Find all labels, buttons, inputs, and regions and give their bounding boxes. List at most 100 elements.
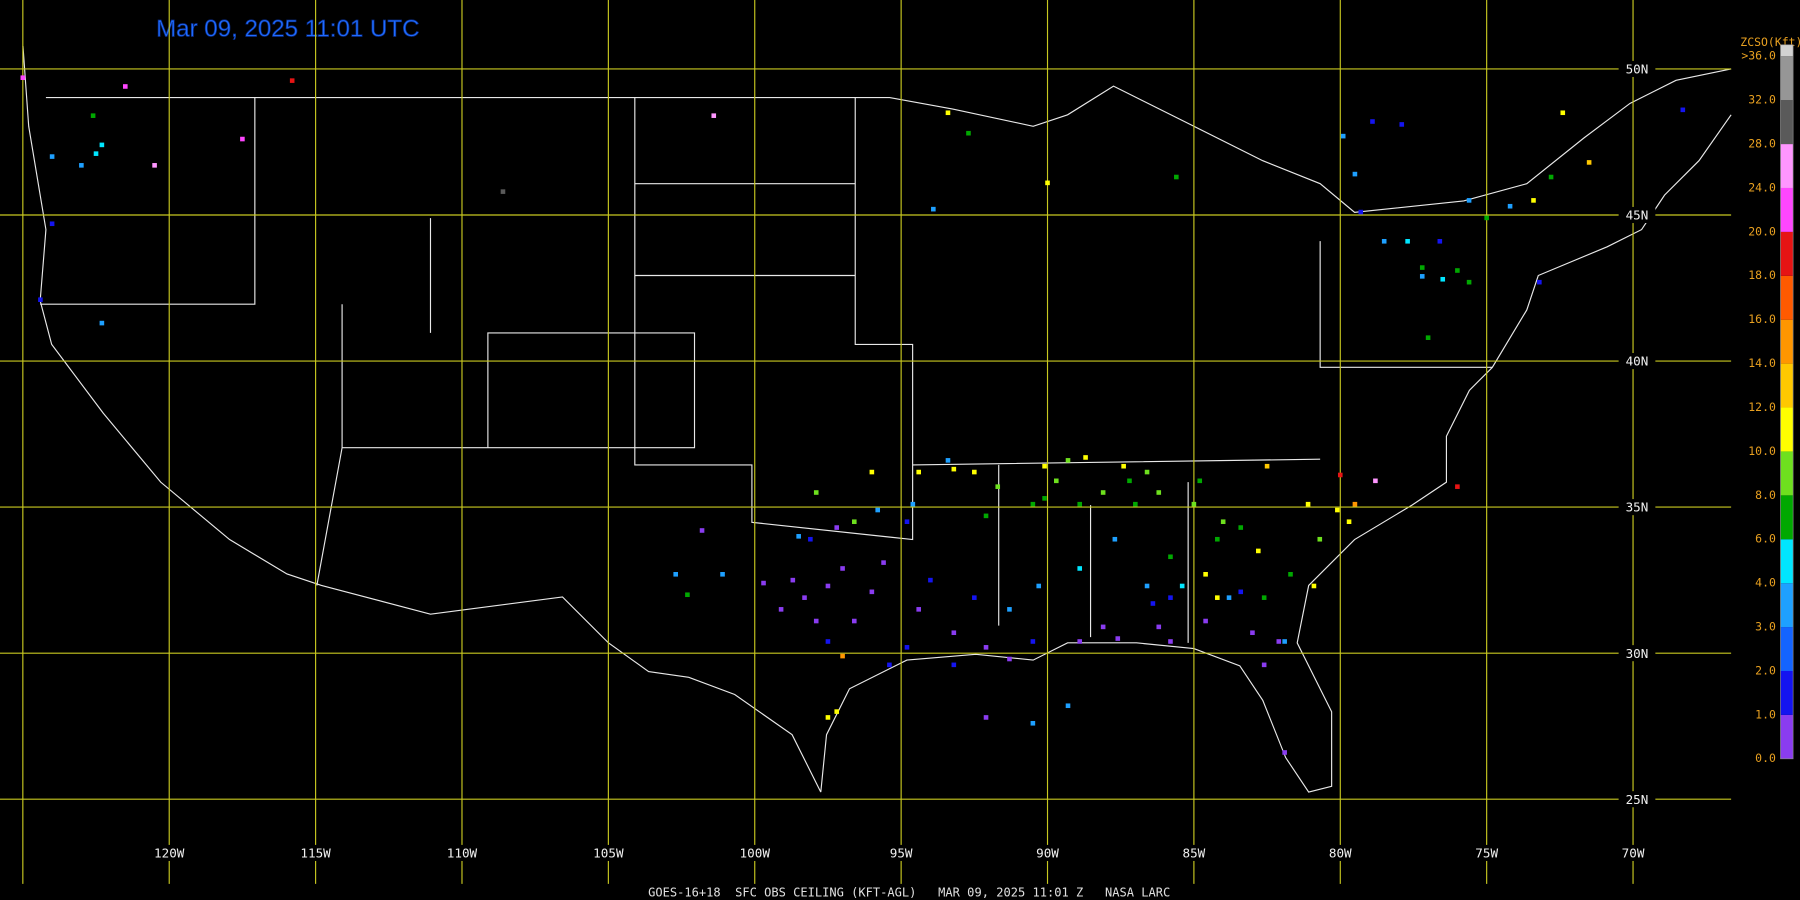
station-obs bbox=[673, 571, 678, 577]
station-obs bbox=[1121, 463, 1126, 469]
station-obs bbox=[1215, 595, 1220, 600]
station-obs bbox=[951, 630, 957, 636]
station-obs bbox=[1226, 595, 1232, 600]
lat-label: 30N bbox=[1626, 646, 1649, 661]
legend-label: 18.0 bbox=[1748, 268, 1776, 282]
station-obs bbox=[904, 519, 910, 525]
station-obs bbox=[1346, 519, 1352, 525]
station-obs bbox=[49, 221, 55, 227]
legend-frame bbox=[1780, 44, 1794, 760]
station-obs bbox=[851, 618, 857, 624]
station-obs bbox=[1042, 463, 1047, 469]
station-obs bbox=[808, 536, 813, 542]
station-obs bbox=[881, 560, 886, 565]
legend-label: 28.0 bbox=[1748, 137, 1776, 151]
station-obs bbox=[825, 583, 831, 589]
station-obs bbox=[1156, 490, 1162, 495]
label-backdrop bbox=[441, 844, 483, 861]
station-obs bbox=[928, 577, 933, 583]
label-backdrop bbox=[1618, 353, 1656, 370]
station-obs bbox=[1399, 122, 1405, 127]
station-obs bbox=[972, 595, 977, 600]
station-obs bbox=[1352, 171, 1358, 177]
station-obs bbox=[289, 78, 295, 83]
station-obs bbox=[1317, 536, 1323, 542]
legend-label: 20.0 bbox=[1748, 224, 1776, 238]
station-obs bbox=[1288, 571, 1293, 577]
station-obs bbox=[1311, 583, 1317, 589]
legend-label: 2.0 bbox=[1755, 663, 1776, 677]
legend-label: 3.0 bbox=[1755, 620, 1776, 634]
station-obs bbox=[1203, 618, 1208, 624]
station-obs bbox=[1305, 501, 1311, 507]
legend-swatch bbox=[1780, 187, 1794, 232]
station-obs bbox=[1036, 583, 1042, 589]
legend-label: 32.0 bbox=[1748, 93, 1776, 107]
station-obs bbox=[1256, 548, 1261, 554]
station-obs bbox=[840, 566, 845, 571]
station-obs bbox=[1168, 639, 1173, 644]
station-obs bbox=[945, 458, 951, 463]
station-obs bbox=[796, 534, 801, 539]
legend-swatch bbox=[1780, 56, 1794, 101]
station-obs bbox=[49, 154, 55, 159]
station-obs bbox=[825, 715, 831, 720]
station-obs bbox=[1215, 536, 1220, 542]
station-obs bbox=[931, 206, 936, 212]
station-obs bbox=[813, 490, 819, 495]
station-obs bbox=[1425, 335, 1431, 340]
legend-swatch bbox=[1780, 144, 1794, 188]
lon-label: 90W bbox=[1036, 846, 1059, 861]
label-backdrop bbox=[1618, 791, 1656, 808]
legend-label: 16.0 bbox=[1748, 312, 1776, 326]
station-obs bbox=[123, 84, 128, 89]
station-obs bbox=[1030, 501, 1036, 507]
station-obs bbox=[1238, 525, 1244, 530]
lon-label: 105W bbox=[593, 846, 624, 861]
station-obs bbox=[1560, 110, 1566, 116]
legend-swatch bbox=[1780, 363, 1794, 408]
station-obs bbox=[813, 618, 819, 624]
station-obs bbox=[1440, 276, 1446, 282]
station-obs bbox=[1030, 720, 1036, 726]
station-obs bbox=[1077, 566, 1083, 571]
station-obs bbox=[778, 607, 784, 612]
station-obs bbox=[951, 466, 957, 472]
station-obs bbox=[1115, 636, 1121, 641]
station-obs bbox=[1007, 607, 1012, 612]
station-obs bbox=[1127, 478, 1132, 484]
station-obs bbox=[1282, 639, 1287, 644]
legend-swatch bbox=[1780, 495, 1794, 540]
lon-label: 70W bbox=[1622, 846, 1645, 861]
legend-label: 24.0 bbox=[1748, 180, 1776, 194]
label-backdrop bbox=[1026, 844, 1069, 861]
station-obs bbox=[1144, 469, 1150, 475]
label-backdrop bbox=[1319, 844, 1361, 861]
label-backdrop bbox=[880, 844, 922, 861]
station-obs bbox=[99, 142, 105, 148]
station-obs bbox=[1507, 203, 1513, 209]
station-obs bbox=[1419, 274, 1425, 279]
station-obs bbox=[995, 484, 1001, 489]
lon-label: 115W bbox=[300, 846, 331, 861]
station-obs bbox=[1455, 484, 1460, 489]
station-obs bbox=[1083, 455, 1088, 460]
station-obs bbox=[1156, 624, 1162, 630]
station-obs bbox=[99, 320, 105, 326]
coastline bbox=[22, 45, 1732, 793]
legend-swatch bbox=[1780, 44, 1794, 57]
lat-label: 50N bbox=[1626, 62, 1649, 77]
station-obs bbox=[1042, 496, 1047, 501]
station-obs bbox=[1168, 554, 1173, 560]
station-obs bbox=[1537, 279, 1542, 285]
station-obs bbox=[1405, 238, 1410, 244]
station-obs bbox=[1168, 595, 1173, 600]
lon-label: 100W bbox=[740, 846, 771, 861]
station-obs bbox=[910, 501, 916, 507]
station-obs bbox=[699, 528, 705, 533]
lon-label: 95W bbox=[890, 846, 913, 861]
lat-label: 40N bbox=[1626, 354, 1649, 369]
